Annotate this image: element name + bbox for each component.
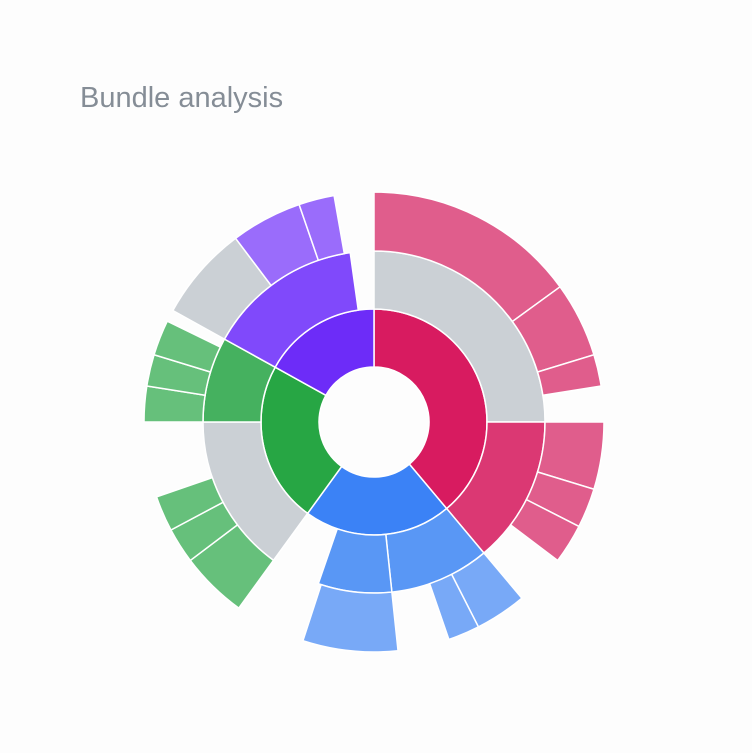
chart-title: Bundle analysis [80,82,284,114]
segment [153,320,222,373]
segment [509,498,580,562]
segment [298,194,346,262]
segment [301,583,399,653]
segment [428,573,480,641]
segment [155,476,225,531]
segment [317,527,393,594]
segment [536,353,603,397]
